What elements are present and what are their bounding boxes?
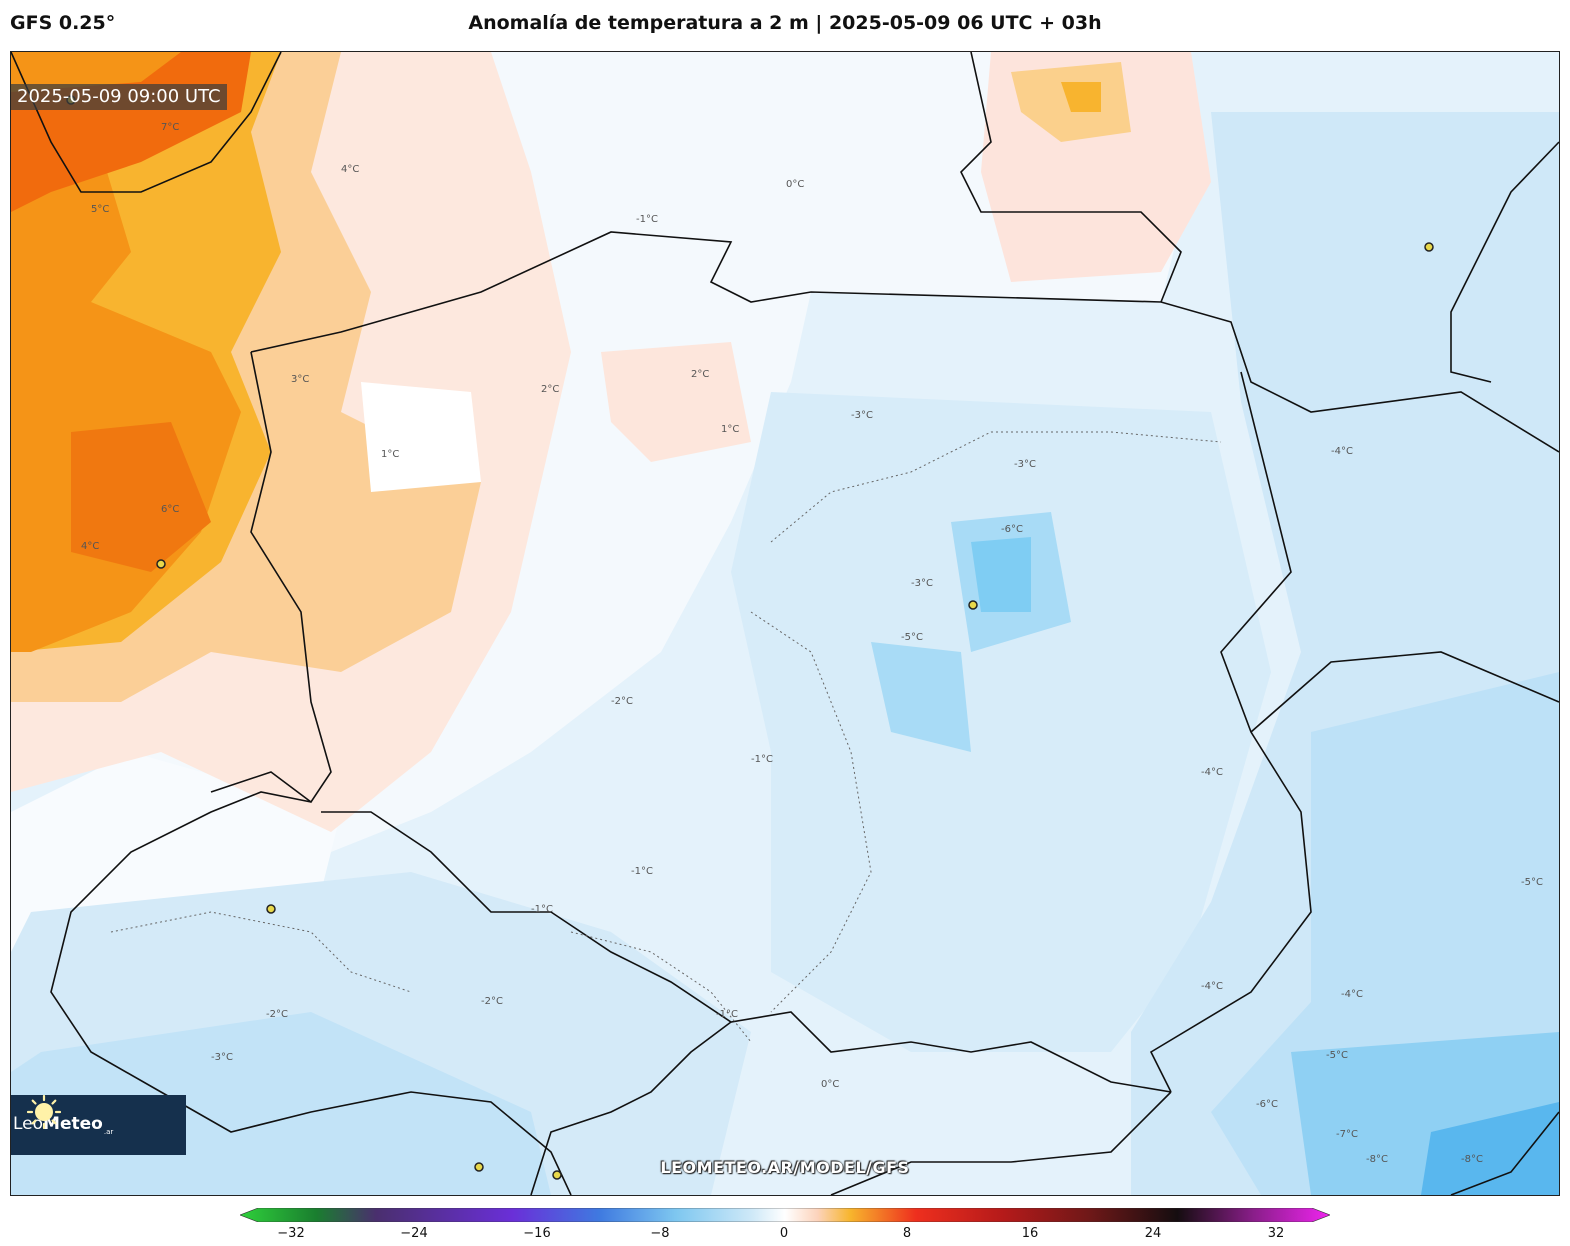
contour-label: -4°C	[1201, 767, 1223, 778]
contour-label: -2°C	[481, 996, 503, 1007]
contour-label: -4°C	[1201, 981, 1223, 992]
map-canvas: 7°C 4°C 5°C 6°C 4°C 3°C 2°C 2°C 1°C 1°C …	[11, 52, 1559, 1195]
city-marker	[156, 559, 166, 569]
contour-labels: 7°C 4°C 5°C 6°C 4°C 3°C 2°C 2°C 1°C 1°C …	[81, 122, 1543, 1165]
cold-region-central	[731, 392, 1271, 1052]
colorbar-tick: −24	[400, 1226, 428, 1241]
contour-label: -1°C	[716, 1009, 738, 1020]
region-line-1	[770, 431, 1222, 543]
border-north	[250, 231, 1559, 453]
border-lithuania	[1450, 141, 1559, 383]
city-marker	[1424, 242, 1434, 252]
border-west	[210, 351, 332, 804]
contour-label: 4°C	[81, 541, 99, 552]
city-marker	[968, 600, 978, 610]
contour-label: -1°C	[751, 754, 773, 765]
contour-label: -7°C	[1336, 1129, 1358, 1140]
contour-label: 2°C	[691, 369, 709, 380]
colorbar-tick: 0	[779, 1226, 789, 1241]
model-label: GFS 0.25°	[10, 12, 116, 34]
border-east	[1149, 371, 1312, 1093]
contour-label: 6°C	[161, 504, 179, 515]
colorbar-tick: 32	[1267, 1226, 1285, 1241]
contour-label: -2°C	[266, 1009, 288, 1020]
region-line-4	[110, 911, 412, 993]
contour-label: -6°C	[1001, 524, 1023, 535]
logo-text: LeoMeteo.ar	[13, 1114, 114, 1136]
contour-label: -5°C	[1521, 877, 1543, 888]
contour-label: 7°C	[161, 122, 179, 133]
colorbar	[240, 1208, 1330, 1222]
colorbar-ticks: −32 −24 −16 −8 0 8 16 24 32	[0, 1226, 1570, 1246]
contour-label: 2°C	[541, 384, 559, 395]
leometeo-logo[interactable]: LeoMeteo.ar	[11, 1095, 186, 1155]
contour-label: 0°C	[821, 1079, 839, 1090]
border-coast-nw	[11, 52, 282, 193]
regional-boundaries	[110, 431, 1222, 1043]
contour-label: 4°C	[341, 164, 359, 175]
country-borders	[11, 52, 1559, 1195]
colorbar-tick: −8	[650, 1226, 670, 1241]
border-kaliningrad	[960, 52, 1182, 303]
colorbar-tick: −16	[523, 1226, 551, 1241]
temperature-anomaly-map[interactable]: 7°C 4°C 5°C 6°C 4°C 3°C 2°C 2°C 1°C 1°C …	[10, 51, 1560, 1196]
contour-label: -8°C	[1461, 1154, 1483, 1165]
contour-label: 3°C	[291, 374, 309, 385]
neutral-spot-west	[361, 382, 481, 492]
sun-icon	[27, 1095, 61, 1129]
contour-label: -4°C	[1341, 989, 1363, 1000]
border-czech	[50, 791, 572, 1195]
contour-label: -2°C	[611, 696, 633, 707]
contour-label: 1°C	[721, 424, 739, 435]
cold-core-south	[871, 642, 971, 752]
region-line-3	[570, 931, 752, 1043]
contour-label: -3°C	[1014, 459, 1036, 470]
chart-title: Anomalía de temperatura a 2 m | 2025-05-…	[468, 12, 1102, 34]
contour-label: -5°C	[1326, 1050, 1348, 1061]
contour-label: 1°C	[381, 449, 399, 460]
contour-label: 5°C	[91, 204, 109, 215]
contour-label: -1°C	[631, 866, 653, 877]
contour-label: -3°C	[211, 1052, 233, 1063]
contour-label: -3°C	[911, 578, 933, 589]
valid-time-badge: 2025-05-09 09:00 UTC	[11, 84, 227, 110]
border-slovakia	[530, 1021, 732, 1195]
contour-label: -1°C	[531, 904, 553, 915]
city-marker	[552, 1170, 562, 1180]
city-marker	[266, 904, 276, 914]
border-belarus-ukraine	[1250, 651, 1559, 733]
warm-spot-center	[601, 342, 751, 462]
colorbar-tick: 8	[902, 1226, 912, 1241]
contour-label: -6°C	[1256, 1099, 1278, 1110]
warm-core-north-inner	[1061, 82, 1101, 112]
warm-core-6c	[71, 422, 211, 572]
colorbar-tick: −32	[277, 1226, 305, 1241]
contour-label: -8°C	[1366, 1154, 1388, 1165]
contour-label: -5°C	[901, 632, 923, 643]
contour-label: -4°C	[1331, 446, 1353, 457]
city-marker	[474, 1162, 484, 1172]
region-line-2	[750, 611, 872, 1013]
border-moldova	[1450, 1111, 1559, 1195]
contour-label: -1°C	[636, 214, 658, 225]
contour-label: 0°C	[786, 179, 804, 190]
watermark-url: LEOMETEO.AR/MODEL/GFS	[660, 1158, 910, 1177]
border-ukraine-south	[830, 1091, 1172, 1195]
colorbar-tick: 24	[1144, 1226, 1162, 1241]
cold-core-center-inner	[971, 537, 1031, 612]
coldest-core-se	[1421, 1102, 1559, 1195]
colorbar-gradient	[240, 1208, 1330, 1222]
contour-label: -3°C	[851, 410, 873, 421]
colorbar-tick: 16	[1021, 1226, 1039, 1241]
